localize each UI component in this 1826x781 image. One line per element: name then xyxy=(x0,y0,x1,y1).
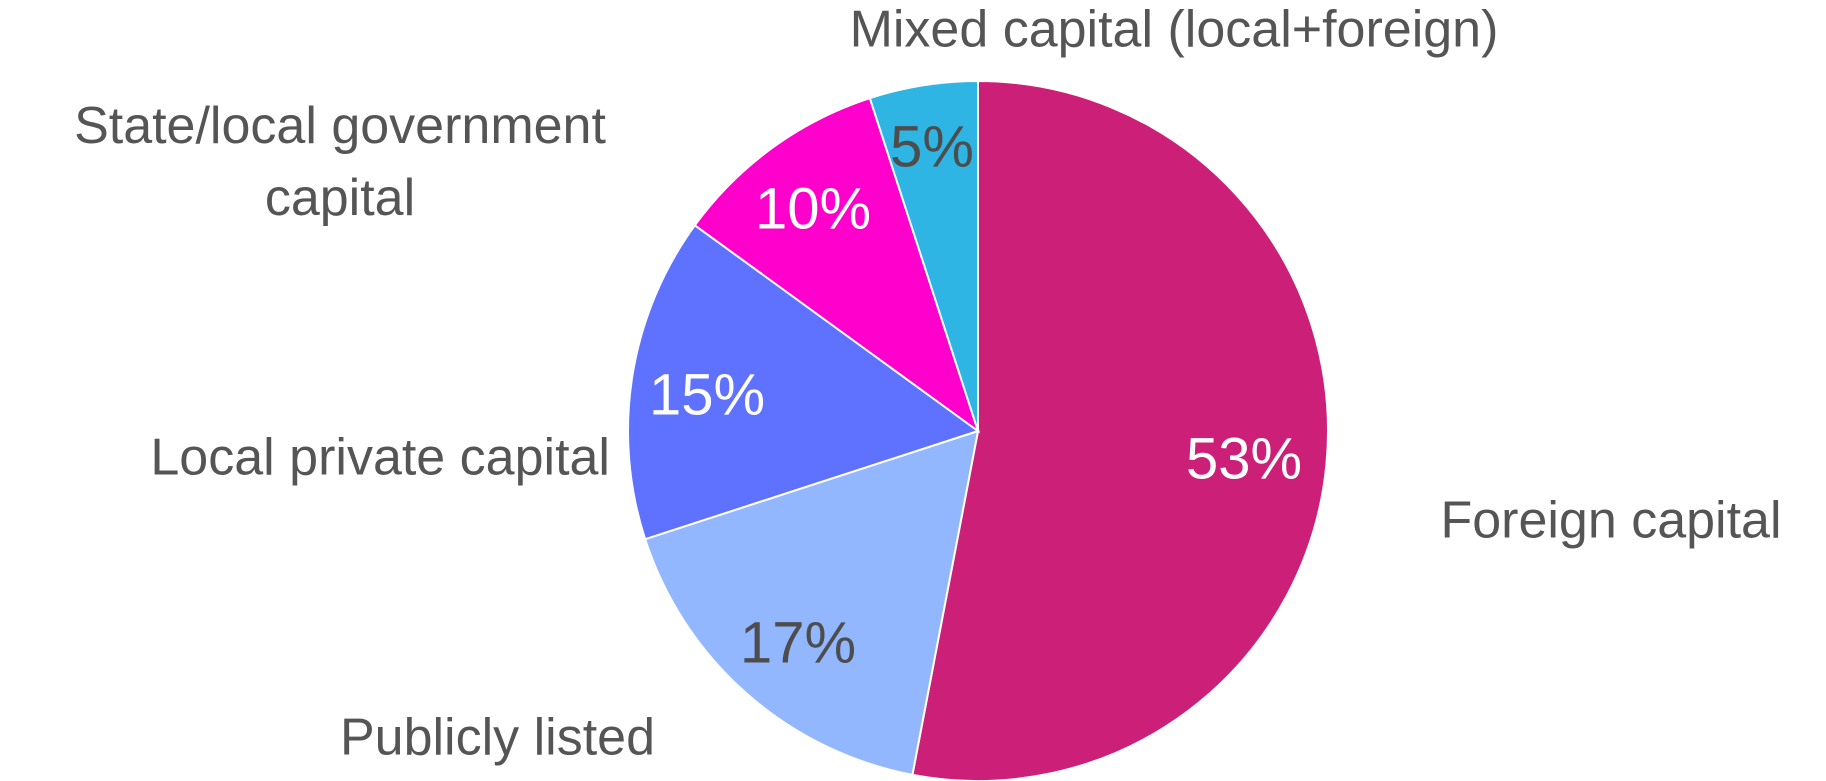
data-label: 15% xyxy=(649,362,765,427)
data-label: 5% xyxy=(890,114,974,179)
pie-slice xyxy=(868,79,979,432)
pie-slice xyxy=(627,223,981,541)
pie-slice xyxy=(643,429,980,776)
category-label: Mixed capital (local+foreign) xyxy=(850,1,1499,59)
data-label: 10% xyxy=(755,176,871,241)
pie-slice xyxy=(911,79,1329,781)
category-label: Publicly listed xyxy=(340,709,655,767)
data-label: 53% xyxy=(1186,426,1302,491)
category-label-box: State/local government capital xyxy=(74,97,606,227)
pie-slice xyxy=(693,96,980,434)
category-label: State/local government capital xyxy=(74,97,606,227)
category-label: Local private capital xyxy=(150,429,610,487)
category-label: Foreign capital xyxy=(1440,492,1781,550)
data-label: 17% xyxy=(740,610,856,675)
